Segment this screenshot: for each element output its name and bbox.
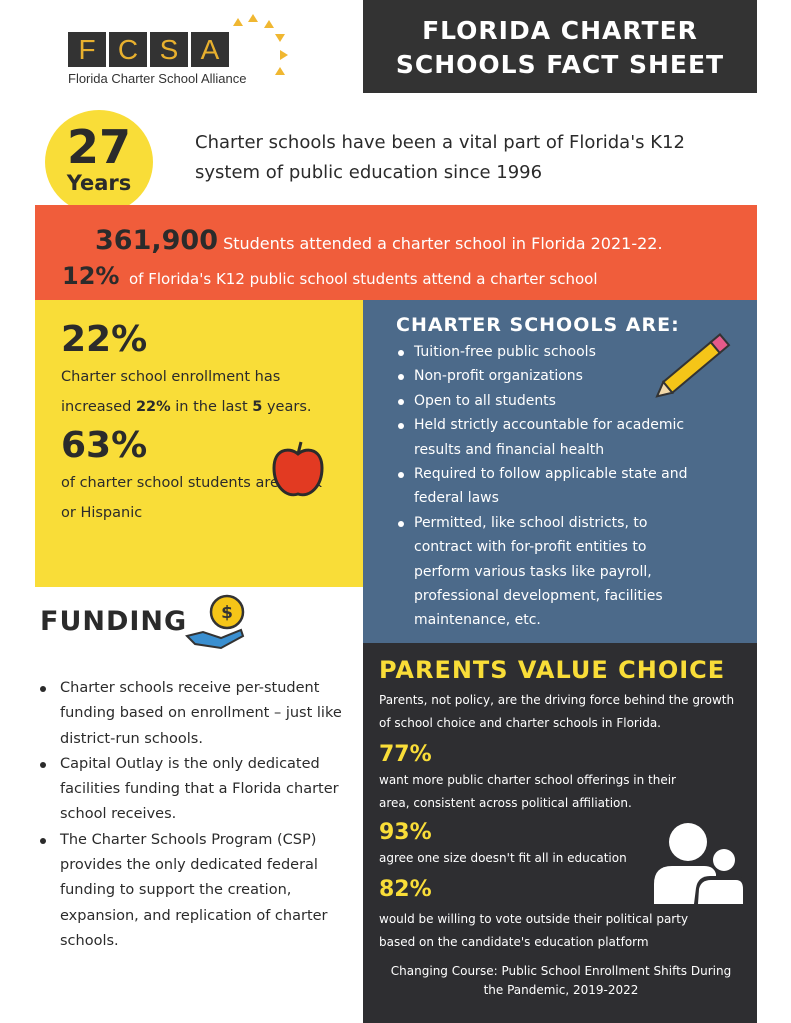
list-item: The Charter Schools Program (CSP) provid… xyxy=(38,828,353,954)
charter-list: Tuition-free public schools Non-profit o… xyxy=(396,340,737,633)
enrollment-line: 361,900 Students attended a charter scho… xyxy=(95,225,663,256)
svg-text:$: $ xyxy=(221,603,233,623)
parents-intro: Parents, not policy, are the driving for… xyxy=(379,693,735,730)
stat-text: want more public charter school offering… xyxy=(379,773,676,810)
years-label: Years xyxy=(66,171,132,195)
percent-value: 12% xyxy=(62,262,120,290)
stat-value: 93% xyxy=(379,820,432,845)
sun-ray-icon xyxy=(264,20,274,28)
list-item: Non-profit organizations xyxy=(396,364,737,388)
sun-ray-icon xyxy=(280,50,288,60)
list-item: Permitted, like school districts, to con… xyxy=(396,511,686,633)
list-item: Held strictly accountable for academic r… xyxy=(396,413,706,462)
logo-letter: S xyxy=(150,32,188,67)
sun-ray-icon xyxy=(248,14,258,22)
years-number: 27 xyxy=(66,120,131,174)
percent-line: 12% of Florida's K12 public school stude… xyxy=(62,262,598,290)
logo-letter: A xyxy=(191,32,229,67)
student-count-text: Students attended a charter school in Fl… xyxy=(223,234,663,253)
sun-ray-icon xyxy=(275,67,285,75)
list-item: Required to follow applicable state and … xyxy=(396,462,706,511)
pencil-icon xyxy=(655,333,731,398)
funding-heading: FUNDING xyxy=(40,606,188,637)
sun-ray-icon xyxy=(233,18,243,26)
page-title: FLORIDA CHARTER SCHOOLS FACT SHEET xyxy=(363,0,757,93)
growth-stat: 22% xyxy=(61,319,148,360)
charter-schools-are-panel: CHARTER SCHOOLS ARE: Tuition-free public… xyxy=(363,300,757,643)
section-heading: CHARTER SCHOOLS ARE: xyxy=(396,314,680,336)
title-line: FLORIDA CHARTER xyxy=(422,16,698,45)
stat-text: agree one size doesn't fit all in educat… xyxy=(379,851,627,865)
people-icon xyxy=(654,823,746,904)
stat-value: 77% xyxy=(379,742,432,767)
logo-letter: F xyxy=(68,32,106,67)
title-line: SCHOOLS FACT SHEET xyxy=(395,50,725,79)
percent-text: of Florida's K12 public school students … xyxy=(129,270,598,288)
logo-subtitle: Florida Charter School Alliance xyxy=(68,71,247,86)
source-citation: Changing Course: Public School Enrollmen… xyxy=(390,964,732,997)
apple-icon xyxy=(272,441,324,497)
stat-value: 82% xyxy=(379,877,432,902)
demographic-stat: 63% xyxy=(61,425,148,466)
stat-text: would be willing to vote outside their p… xyxy=(379,912,689,949)
section-heading: PARENTS VALUE CHOICE xyxy=(379,656,726,684)
fcsa-logo: F C S A Florida Charter School Alliance xyxy=(68,14,308,94)
growth-text: Charter school enrollment has increased … xyxy=(61,369,312,415)
intro-text: Charter schools have been a vital part o… xyxy=(195,132,685,183)
student-count: 361,900 xyxy=(95,225,218,256)
growth-panel: 22% Charter school enrollment has increa… xyxy=(35,300,363,587)
list-item: Capital Outlay is the only dedicated fac… xyxy=(38,752,353,828)
list-item: Open to all students xyxy=(396,389,737,413)
enrollment-band xyxy=(35,205,757,300)
money-hand-icon: $ xyxy=(185,594,245,650)
funding-list: Charter schools receive per-student fund… xyxy=(38,676,353,954)
sun-ray-icon xyxy=(275,34,285,42)
list-item: Tuition-free public schools xyxy=(396,340,737,364)
years-badge: 27 Years xyxy=(45,110,153,214)
list-item: Charter schools receive per-student fund… xyxy=(38,676,353,752)
demographic-text: of charter school students are black or … xyxy=(61,475,323,521)
logo-letter: C xyxy=(109,32,147,67)
